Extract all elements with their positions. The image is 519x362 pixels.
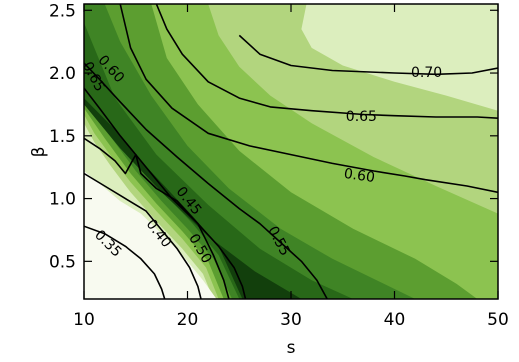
- filled-region-7: [84, 171, 217, 299]
- contour-label-1: 0.65: [346, 109, 377, 125]
- x-tick-label-0: 10: [73, 310, 95, 330]
- axes: 10 20 30 40 50 0.5 1.0 1.5 2.0 2.5: [49, 1, 509, 330]
- contour-label-2: 0.60: [343, 166, 376, 186]
- contour-line-0-60-2: [119, 4, 498, 194]
- x-tick-label-4: 50: [487, 310, 509, 330]
- y-tick-label-1: 1.0: [49, 190, 76, 210]
- x-axis-label: s: [287, 338, 296, 358]
- y-axis-label: β: [29, 147, 49, 158]
- y-tick-label-0: 0.5: [49, 252, 76, 272]
- filled-contour-regions: [84, 4, 498, 299]
- contour-lines: [84, 4, 498, 299]
- contour-line-0-40-6: [84, 172, 202, 299]
- contour-line-0-55-3: [84, 62, 328, 299]
- y-tick-label-3: 2.0: [49, 64, 76, 84]
- contour-line-0-35-7: [84, 225, 166, 299]
- contour-line-0-45-5: [84, 137, 230, 299]
- contour-label-0: 0.70: [411, 65, 442, 81]
- x-tick-label-3: 40: [384, 310, 406, 330]
- y-tick-label-2: 1.5: [49, 127, 76, 147]
- y-tick-label-4: 2.5: [49, 1, 76, 21]
- contour-line-0-50-4: [84, 87, 247, 299]
- filled-region-3: [84, 4, 478, 299]
- x-tick-label-2: 30: [280, 310, 302, 330]
- x-tick-label-1: 20: [177, 310, 199, 330]
- contour-line-0-65-1: [155, 4, 498, 119]
- contour-line-0-70-0: [238, 34, 498, 76]
